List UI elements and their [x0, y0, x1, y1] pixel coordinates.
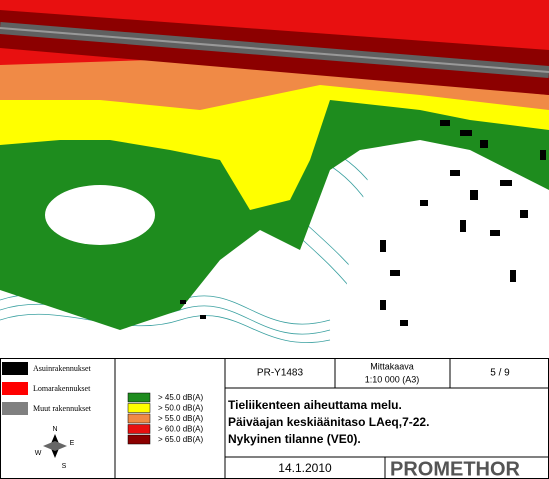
noise-label: > 55.0 dB(A) [158, 414, 203, 423]
road [0, 27, 549, 73]
project-code: PR-Y1483 [257, 368, 304, 379]
building-swatch [2, 362, 28, 375]
building-swatch [2, 382, 28, 395]
map-title: Tieliikenteen aiheuttama melu. [228, 398, 402, 412]
building-label: Muut rakennukset [33, 404, 92, 413]
company-logo: PROMETHOR [390, 458, 521, 479]
quiet-area [45, 185, 155, 245]
map-title: Päiväajan keskiäänitaso LAeq,7-22. [228, 415, 429, 429]
map-title: Nykyinen tilanne (VE0). [228, 432, 361, 446]
building-label: Lomarakennukset [33, 384, 91, 393]
noise-swatch [127, 434, 151, 445]
buildings [180, 120, 546, 326]
compass-letter: S [62, 463, 67, 470]
noise-label: > 60.0 dB(A) [158, 425, 203, 434]
compass-letter: N [52, 426, 57, 433]
noise-swatch [127, 392, 151, 403]
quiet-area [340, 150, 549, 358]
building-swatch [2, 402, 28, 415]
noise-swatch [127, 403, 151, 413]
date: 14.1.2010 [278, 461, 332, 475]
noise-label: > 65.0 dB(A) [158, 435, 203, 444]
building-label: Asuinrakennukset [33, 364, 92, 373]
compass-letter: W [35, 450, 42, 457]
scale: 1:10 000 (A3) [365, 374, 420, 384]
noise-swatch [127, 424, 151, 434]
noise-label: > 45.0 dB(A) [158, 393, 203, 402]
scale-label: Mittakaava [370, 361, 414, 371]
page-number: 5 / 9 [490, 368, 510, 379]
noise-swatch [127, 413, 151, 424]
compass: N E S W [35, 426, 75, 470]
compass-letter: E [70, 440, 75, 447]
noise-label: > 50.0 dB(A) [158, 404, 203, 413]
